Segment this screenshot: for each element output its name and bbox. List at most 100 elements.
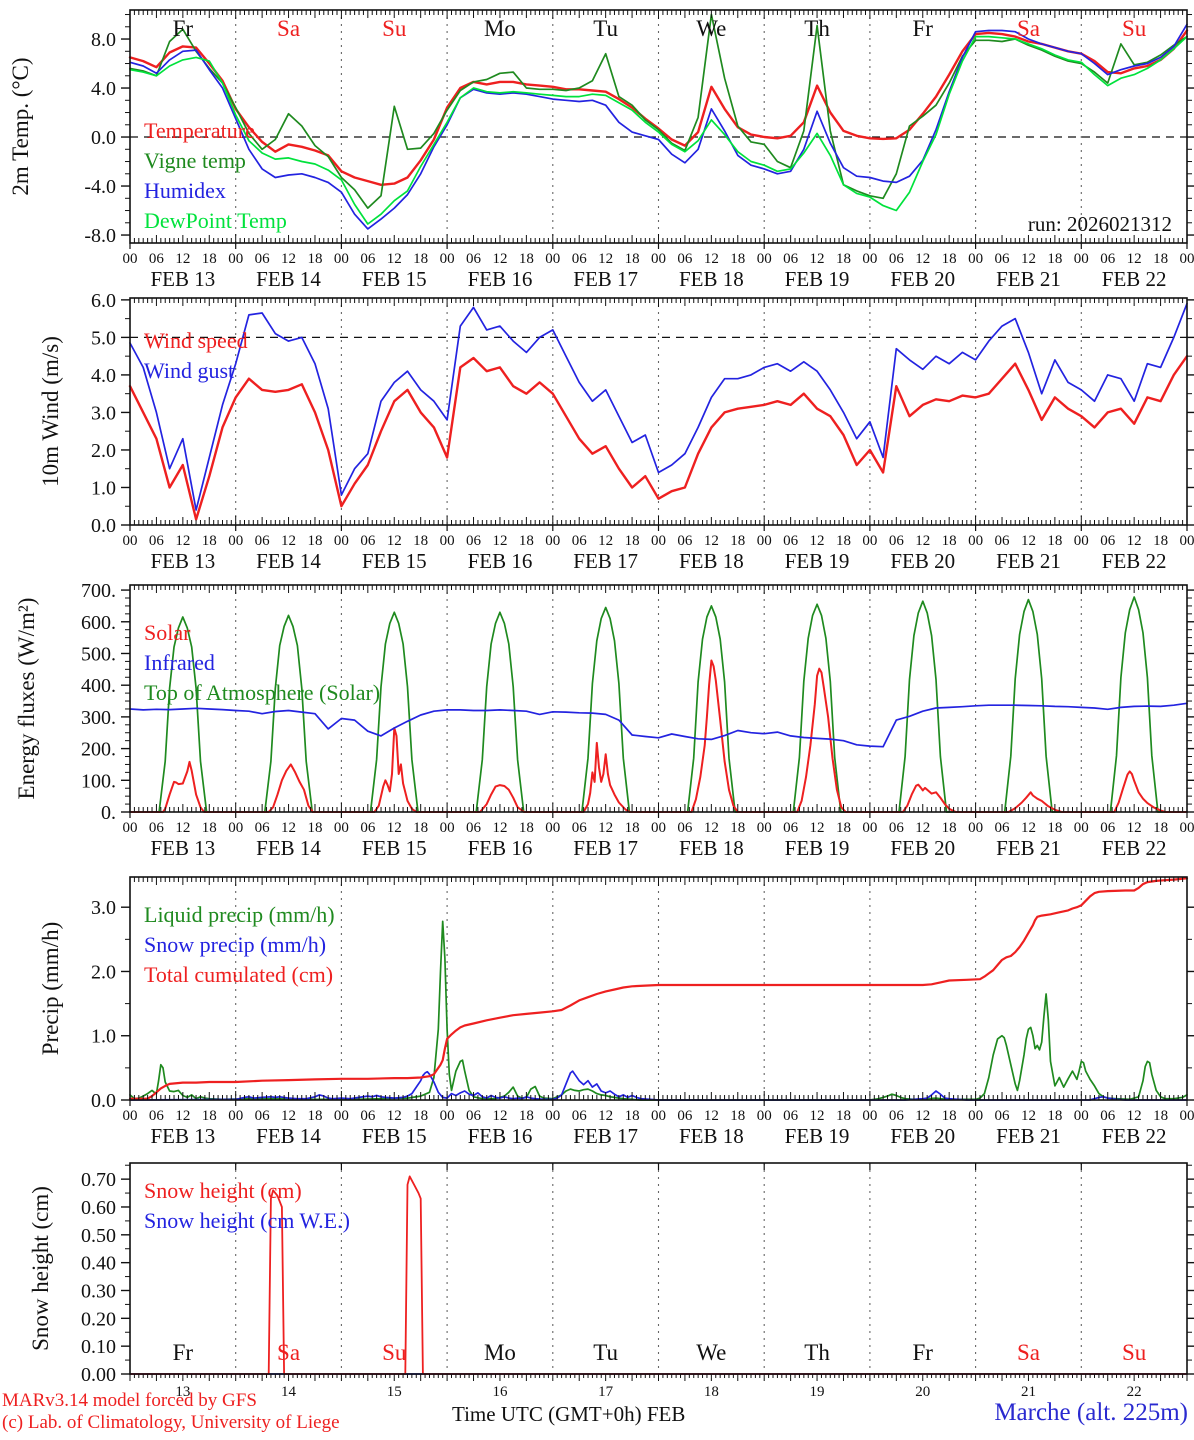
svg-text:06: 06 xyxy=(572,1108,588,1124)
svg-text:12: 12 xyxy=(1127,533,1142,549)
svg-text:06: 06 xyxy=(783,1108,799,1124)
svg-text:12: 12 xyxy=(387,820,402,836)
svg-text:FEB 18: FEB 18 xyxy=(679,267,744,291)
svg-text:12: 12 xyxy=(810,1108,825,1124)
svg-text:00: 00 xyxy=(123,251,138,267)
svg-text:FEB 17: FEB 17 xyxy=(573,1124,638,1148)
svg-text:00: 00 xyxy=(1074,1108,1089,1124)
svg-text:18: 18 xyxy=(625,533,640,549)
svg-text:06: 06 xyxy=(889,820,905,836)
svg-text:Infrared: Infrared xyxy=(144,650,215,675)
svg-text:20: 20 xyxy=(915,1384,930,1400)
svg-text:1.0: 1.0 xyxy=(91,1026,116,1048)
svg-text:12: 12 xyxy=(281,820,296,836)
svg-text:06: 06 xyxy=(995,533,1011,549)
panel-energy-panel: 0. 100. 200. 300. 400. 500. 600. 700. Energy flu… xyxy=(14,580,1194,860)
panel-temperature-panel: -8.0-4.00.04.08.02m Temp. (°C)00 06 12 18FE… xyxy=(8,9,1194,291)
svg-text:12: 12 xyxy=(281,251,296,267)
series-dewpoint-temp xyxy=(129,35,1188,225)
svg-text:12: 12 xyxy=(810,251,825,267)
svg-text:FEB 17: FEB 17 xyxy=(573,836,638,860)
svg-text:18: 18 xyxy=(307,251,322,267)
svg-text:12: 12 xyxy=(175,251,190,267)
svg-text:18: 18 xyxy=(730,533,745,549)
svg-text:12: 12 xyxy=(704,533,719,549)
svg-text:Sa: Sa xyxy=(1017,16,1040,41)
model-credit: MARv3.14 model forced by GFS (c) Lab. of … xyxy=(2,1390,340,1434)
svg-text:06: 06 xyxy=(1100,251,1116,267)
svg-text:Th: Th xyxy=(804,1340,830,1365)
svg-text:00: 00 xyxy=(1074,251,1089,267)
svg-text:1.0: 1.0 xyxy=(91,477,116,499)
svg-text:12: 12 xyxy=(492,820,507,836)
svg-text:18: 18 xyxy=(730,820,745,836)
svg-text:12: 12 xyxy=(704,251,719,267)
svg-text:12: 12 xyxy=(810,533,825,549)
svg-text:00: 00 xyxy=(123,533,138,549)
svg-text:00: 00 xyxy=(334,1108,349,1124)
svg-text:2m Temp. (°C): 2m Temp. (°C) xyxy=(8,57,33,195)
svg-text:00: 00 xyxy=(123,1108,138,1124)
svg-text:12: 12 xyxy=(915,1108,930,1124)
svg-text:06: 06 xyxy=(360,251,376,267)
time-axis-title-text: Time UTC (GMT+0h) xyxy=(452,1402,642,1426)
svg-text:00: 00 xyxy=(440,533,455,549)
svg-text:Snow precip (mm/h): Snow precip (mm/h) xyxy=(144,932,326,957)
svg-text:00: 00 xyxy=(757,1108,772,1124)
svg-text:00: 00 xyxy=(651,251,666,267)
svg-text:18: 18 xyxy=(413,820,428,836)
svg-text:Liquid precip (mm/h): Liquid precip (mm/h) xyxy=(144,902,335,927)
svg-text:06: 06 xyxy=(572,533,588,549)
svg-text:06: 06 xyxy=(889,1108,905,1124)
svg-text:06: 06 xyxy=(677,251,693,267)
svg-text:00: 00 xyxy=(228,1108,243,1124)
svg-text:Sa: Sa xyxy=(277,16,300,41)
svg-text:Su: Su xyxy=(382,16,407,41)
station-label: Marche (alt. 225m) xyxy=(994,1399,1188,1426)
svg-text:00: 00 xyxy=(228,251,243,267)
svg-text:14: 14 xyxy=(281,1384,297,1400)
svg-text:18: 18 xyxy=(202,533,217,549)
svg-text:3.0: 3.0 xyxy=(91,897,116,919)
svg-text:0.0: 0.0 xyxy=(91,127,116,149)
svg-text:12: 12 xyxy=(1021,533,1036,549)
svg-text:5.0: 5.0 xyxy=(91,327,116,349)
svg-text:00: 00 xyxy=(545,533,560,549)
svg-text:Sa: Sa xyxy=(1017,1340,1040,1365)
svg-text:00: 00 xyxy=(545,251,560,267)
svg-text:FEB 22: FEB 22 xyxy=(1102,836,1167,860)
svg-text:18: 18 xyxy=(1047,533,1062,549)
svg-text:0.70: 0.70 xyxy=(81,1169,116,1191)
svg-text:700.: 700. xyxy=(81,580,116,602)
svg-text:4.0: 4.0 xyxy=(91,78,116,100)
svg-text:06: 06 xyxy=(466,533,482,549)
svg-text:06: 06 xyxy=(466,251,482,267)
svg-text:12: 12 xyxy=(1127,820,1142,836)
svg-text:00: 00 xyxy=(862,533,877,549)
svg-text:18: 18 xyxy=(519,251,534,267)
svg-text:FEB 14: FEB 14 xyxy=(256,549,321,573)
svg-text:FEB 22: FEB 22 xyxy=(1102,1124,1167,1148)
svg-text:Su: Su xyxy=(382,1340,407,1365)
model-credit-line1: MARv3.14 model forced by GFS xyxy=(2,1390,257,1411)
svg-text:18: 18 xyxy=(1047,820,1062,836)
svg-text:06: 06 xyxy=(889,251,905,267)
svg-text:18: 18 xyxy=(307,533,322,549)
svg-text:18: 18 xyxy=(202,251,217,267)
svg-text:0.0: 0.0 xyxy=(91,515,116,537)
svg-text:19: 19 xyxy=(810,1384,825,1400)
svg-text:06: 06 xyxy=(995,820,1011,836)
svg-text:06: 06 xyxy=(466,820,482,836)
svg-text:06: 06 xyxy=(572,251,588,267)
svg-text:12: 12 xyxy=(915,533,930,549)
svg-text:00: 00 xyxy=(123,820,138,836)
svg-text:18: 18 xyxy=(704,1384,719,1400)
svg-text:18: 18 xyxy=(519,533,534,549)
svg-text:18: 18 xyxy=(625,251,640,267)
svg-text:12: 12 xyxy=(1021,1108,1036,1124)
series-wind-gust xyxy=(129,302,1188,511)
svg-text:12: 12 xyxy=(492,1108,507,1124)
svg-text:18: 18 xyxy=(1047,251,1062,267)
svg-text:Humidex: Humidex xyxy=(144,178,226,203)
svg-text:10m Wind (m/s): 10m Wind (m/s) xyxy=(38,336,63,487)
